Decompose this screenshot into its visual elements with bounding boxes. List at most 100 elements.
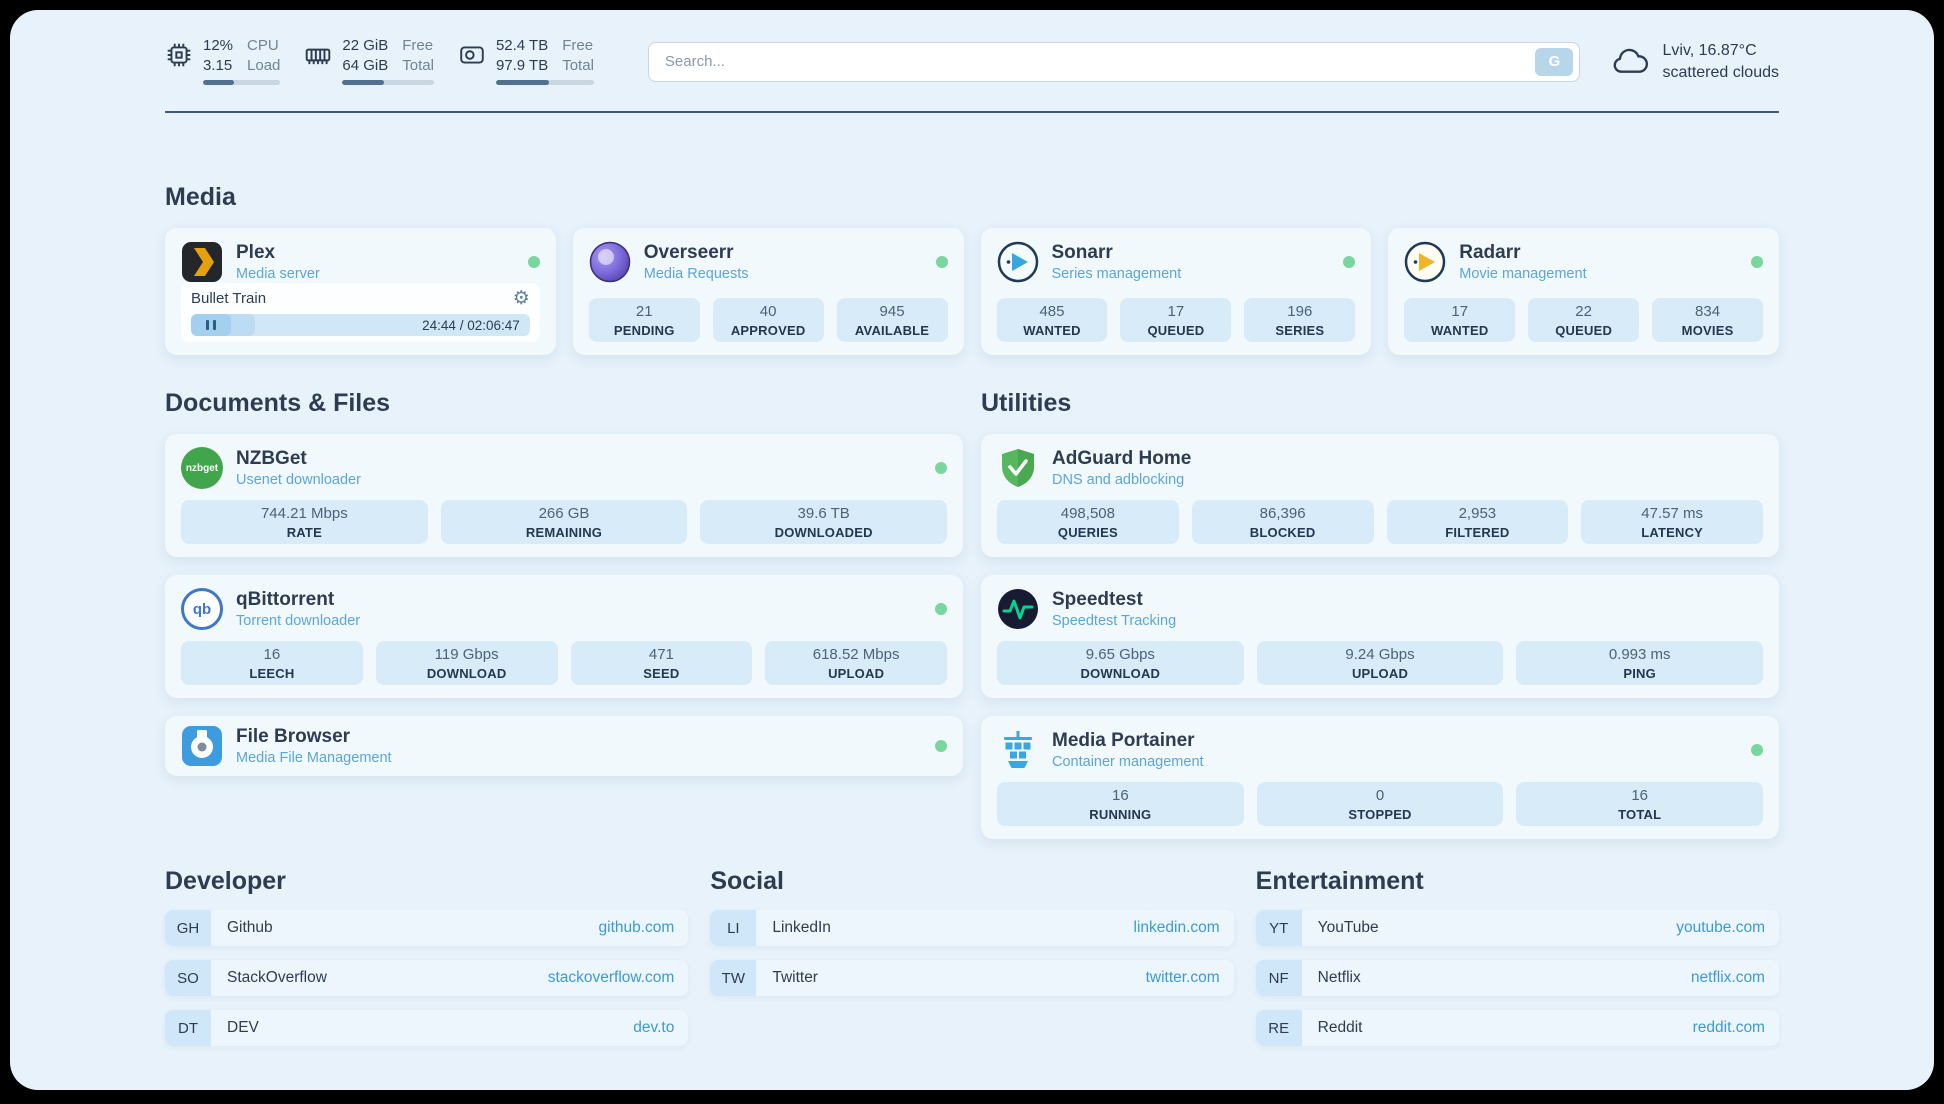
status-dot [1751,256,1763,268]
stat-value: 21 [635,302,653,320]
weather-widget: Lviv, 16.87°C scattered clouds [1610,40,1779,83]
stat-value: 196 [1287,302,1313,320]
plex-card[interactable]: Plex Media server Bullet Train ⚙ 24:44 /… [165,228,556,355]
portainer-card[interactable]: Media Portainer Container management 16 … [981,716,1779,839]
cpu-load-value: 3.15 [203,56,233,74]
sonarr-card[interactable]: Sonarr Series management 485 WANTED 17 Q… [980,228,1372,355]
ram-progress-bar [342,80,434,85]
bookmark-name: LinkedIn [772,919,831,936]
overseerr-card[interactable]: Overseerr Media Requests 21 PENDING 40 A… [572,228,964,355]
stat-tile: 498,508 QUERIES [997,500,1179,544]
disk-progress-bar [495,80,594,85]
search-bar[interactable]: G [647,41,1581,82]
service-subtitle: DNS and adblocking [1052,472,1185,489]
pause-button[interactable] [191,314,231,336]
stat-label: UPLOAD [1351,665,1409,681]
radarr-card[interactable]: Radarr Movie management 17 WANTED 22 QUE… [1388,228,1779,355]
stat-value: 0 [1375,786,1385,804]
qbittorrent-card[interactable]: qb qBittorrent Torrent downloader 16 [165,575,963,698]
stat-value: 834 [1695,302,1721,320]
bookmark-github[interactable]: GH Github github.com [165,910,689,946]
stat-tile: 2,953 FILTERED [1386,500,1569,544]
gear-icon[interactable]: ⚙ [512,288,530,309]
stat-label: QUERIES [1057,524,1118,540]
stat-tile: 618.52 Mbps UPLOAD [765,641,947,685]
social-section: Social LI LinkedIn linkedin.com TW Twitt… [710,867,1234,1046]
service-subtitle: Speedtest Tracking [1052,613,1177,630]
filebrowser-card[interactable]: File Browser Media File Management [165,716,963,776]
bookmark-linkedin[interactable]: LI LinkedIn linkedin.com [710,910,1234,946]
nzbget-card[interactable]: nzbget NZBGet Usenet downloader 744.21 M… [165,434,963,557]
portainer-icon [997,729,1039,771]
bookmark-dev[interactable]: DT DEV dev.to [165,1010,689,1046]
bookmark-url[interactable]: linkedin.com [1133,919,1220,936]
disk-free-label: Free [562,37,594,54]
stat-label: TOTAL [1618,806,1662,822]
stat-tile: 16 LEECH [181,641,363,685]
cpu-load-label: Load [247,56,281,74]
service-name: Speedtest [1052,588,1143,610]
bookmark-reddit[interactable]: RE Reddit reddit.com [1255,1010,1779,1046]
ram-free-value: 22 GiB [342,37,389,54]
stat-value: 266 GB [538,504,590,522]
bookmark-netflix[interactable]: NF Netflix netflix.com [1255,960,1779,996]
speedtest-card[interactable]: Speedtest Speedtest Tracking 9.65 Gbps D… [981,575,1779,698]
stat-tile: 0 STOPPED [1256,782,1504,826]
stat-label: RUNNING [1089,806,1152,822]
bookmark-youtube[interactable]: YT YouTube youtube.com [1255,910,1779,946]
speedtest-icon [997,588,1039,630]
adguard-card[interactable]: AdGuard Home DNS and adblocking 498,508 … [981,434,1779,557]
status-dot [935,256,948,268]
bookmark-stackoverflow[interactable]: SO StackOverflow stackoverflow.com [165,960,689,996]
stat-label: UPLOAD [828,665,885,681]
stat-tile: 17 QUEUED [1120,298,1232,342]
stat-value: 47.57 ms [1641,504,1703,522]
radarr-icon [1404,241,1446,283]
dashboard-page: 12% 3.15 CPU Load [10,10,1934,1090]
top-bar: 12% 3.15 CPU Load [165,37,1779,85]
status-dot [935,740,947,752]
service-subtitle: Media server [236,266,320,283]
bookmark-twitter[interactable]: TW Twitter twitter.com [710,960,1234,996]
stat-label: DOWNLOAD [426,665,507,681]
cpu-metric: 12% 3.15 CPU Load [165,37,281,85]
disk-free-value: 52.4 TB [495,37,549,54]
stat-label: SEED [643,665,680,681]
bookmark-url[interactable]: youtube.com [1676,919,1765,936]
service-subtitle: Movie management [1459,266,1587,283]
stat-tile: 16 TOTAL [1516,782,1764,826]
google-search-button[interactable]: G [1535,47,1574,76]
header-divider [165,111,1779,113]
stat-label: REMAINING [525,524,603,540]
stat-value: 2,953 [1458,504,1497,522]
service-name: Sonarr [1051,241,1113,263]
documents-section-heading: Documents & Files [165,389,391,417]
bookmark-url[interactable]: stackoverflow.com [547,969,675,986]
stat-label: QUEUED [1147,322,1205,338]
now-playing-title: Bullet Train [191,290,267,307]
stat-tile: 266 GB REMAINING [440,500,688,544]
stat-value: 40 [759,302,777,320]
disk-total-label: Total [562,56,594,74]
service-subtitle: Torrent downloader [236,613,361,630]
bookmark-abbr: GH [165,910,211,946]
status-dot [935,603,947,615]
bookmark-url[interactable]: dev.to [633,1019,675,1036]
bookmark-url[interactable]: github.com [598,919,675,936]
bookmark-url[interactable]: twitter.com [1145,969,1220,986]
search-input[interactable] [664,53,1536,70]
stat-tile: 86,396 BLOCKED [1191,500,1374,544]
stat-label: APPROVED [730,322,806,338]
stat-value: 618.52 Mbps [812,645,900,663]
bookmark-url[interactable]: netflix.com [1690,969,1765,986]
plex-icon [181,241,223,283]
stat-value: 9.65 Gbps [1085,645,1155,663]
service-name: Plex [236,241,276,263]
stat-tile: 485 WANTED [996,298,1108,342]
playback-time: 24:44 / 02:06:47 [422,317,520,333]
playback-progress-bar[interactable]: 24:44 / 02:06:47 [191,314,530,336]
bookmark-name: StackOverflow [227,969,327,986]
weather-condition: scattered clouds [1662,63,1779,81]
ram-total-label: Total [402,56,434,74]
bookmark-url[interactable]: reddit.com [1692,1019,1765,1036]
